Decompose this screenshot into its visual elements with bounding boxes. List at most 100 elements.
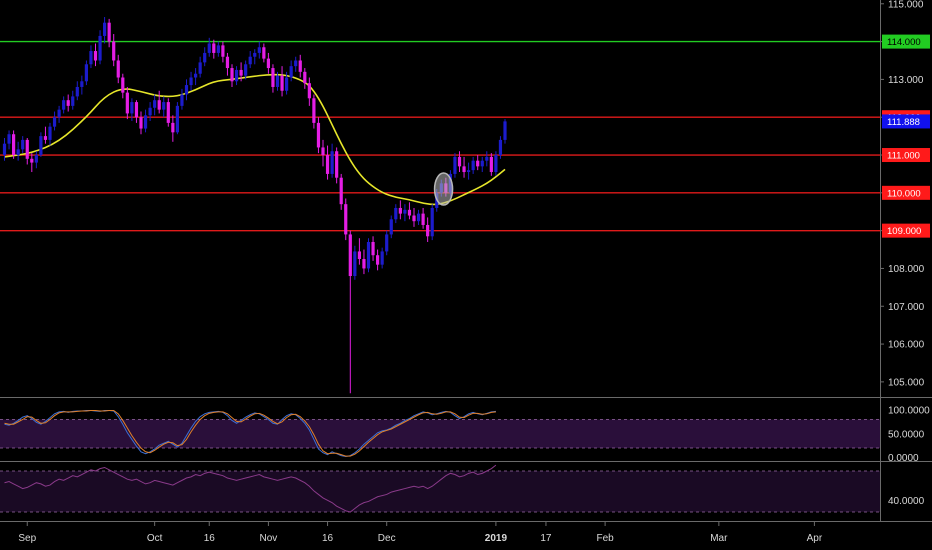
candle-body bbox=[366, 241, 371, 269]
candle bbox=[353, 245, 357, 280]
candle bbox=[121, 73, 125, 99]
stoch-tick-label: 50.0000 bbox=[888, 429, 925, 440]
candle bbox=[189, 71, 193, 91]
candle bbox=[21, 136, 25, 154]
candle-body bbox=[348, 234, 352, 277]
candle bbox=[180, 88, 184, 110]
candle bbox=[103, 17, 107, 44]
oscillator-panel[interactable] bbox=[0, 464, 880, 513]
candle bbox=[30, 153, 34, 173]
candle-body bbox=[394, 207, 398, 220]
candle-body bbox=[353, 251, 357, 277]
candle-body bbox=[430, 207, 434, 237]
candle-body bbox=[34, 155, 38, 163]
candle-body bbox=[412, 215, 416, 222]
oscillator-lines bbox=[0, 464, 880, 513]
candle bbox=[62, 96, 66, 114]
candle bbox=[194, 68, 198, 86]
candle-body bbox=[189, 77, 193, 86]
candle bbox=[139, 111, 143, 135]
time-tick-label: Nov bbox=[260, 533, 278, 544]
price-tick-label: 115.000 bbox=[888, 0, 924, 10]
last-price-tag-bg bbox=[882, 114, 930, 129]
candle-body bbox=[212, 43, 216, 53]
candle bbox=[157, 90, 161, 114]
candle bbox=[289, 60, 293, 82]
level-tag-0: 114.000 bbox=[882, 34, 930, 49]
candle-body bbox=[230, 68, 234, 82]
stochastic-band bbox=[0, 419, 880, 448]
candle bbox=[316, 117, 321, 154]
candle bbox=[467, 162, 471, 180]
candle bbox=[335, 147, 339, 184]
candle-body bbox=[175, 105, 179, 133]
candle-body bbox=[376, 255, 380, 265]
price-tick-label: 106.000 bbox=[888, 340, 925, 351]
candle-body bbox=[416, 213, 421, 222]
candle-body bbox=[257, 47, 261, 53]
candle bbox=[125, 86, 129, 120]
candle bbox=[321, 139, 325, 167]
candle-body bbox=[39, 136, 43, 156]
candle-body bbox=[216, 45, 220, 53]
candle-body bbox=[248, 56, 252, 65]
candle-body bbox=[307, 83, 311, 99]
level-tag-2: 111.000 bbox=[882, 148, 930, 163]
candle bbox=[303, 68, 307, 89]
candle bbox=[339, 173, 343, 210]
candle-body bbox=[139, 117, 143, 129]
candle bbox=[52, 111, 57, 131]
candle bbox=[371, 236, 375, 261]
candle-body bbox=[207, 43, 211, 53]
level-tag-2-bg bbox=[882, 148, 930, 163]
candle-body bbox=[494, 155, 498, 173]
candle-body bbox=[148, 107, 152, 116]
candle bbox=[462, 156, 466, 178]
candle-body bbox=[7, 134, 11, 144]
candle bbox=[171, 115, 175, 142]
candle-body bbox=[71, 96, 75, 106]
candle bbox=[257, 41, 261, 59]
price-panel[interactable] bbox=[0, 17, 880, 394]
stoch-tick-label: 0.0000 bbox=[888, 453, 919, 464]
candle-body bbox=[239, 69, 243, 76]
last-price-tag: 111.888 bbox=[882, 114, 930, 129]
candle bbox=[162, 96, 166, 118]
candle-body bbox=[285, 77, 289, 91]
last-price-tag-label: 111.888 bbox=[887, 117, 920, 128]
candle-body bbox=[57, 109, 61, 118]
candle-body bbox=[80, 81, 84, 87]
candle-body bbox=[262, 47, 266, 59]
candle bbox=[116, 54, 120, 84]
candle-body bbox=[407, 209, 412, 216]
candle bbox=[66, 94, 70, 112]
candle bbox=[248, 51, 252, 69]
candle bbox=[57, 105, 61, 123]
candle-body bbox=[162, 102, 166, 110]
candle bbox=[93, 43, 98, 67]
stochastic-panel[interactable] bbox=[0, 409, 880, 458]
candle-body bbox=[294, 60, 298, 67]
candle bbox=[471, 156, 475, 174]
time-axis[interactable]: Sep Oct 16 Nov 16 Dec 2019 17 Feb Mar Apr bbox=[18, 522, 823, 544]
candle bbox=[312, 94, 316, 129]
candle-body bbox=[330, 151, 334, 174]
candle-body bbox=[180, 94, 184, 106]
candle bbox=[275, 71, 280, 91]
candle bbox=[253, 49, 257, 65]
candle-body bbox=[344, 204, 348, 235]
candle-body bbox=[421, 213, 425, 225]
price-tags: 114.000112.000111.000110.000109.000111.8… bbox=[882, 34, 930, 238]
level-tag-3-bg bbox=[882, 185, 930, 200]
candle bbox=[366, 238, 371, 273]
price-tick-label: 108.000 bbox=[888, 264, 925, 275]
candle bbox=[498, 136, 503, 159]
candle bbox=[84, 60, 88, 86]
candle bbox=[389, 215, 393, 239]
candle-body bbox=[184, 85, 189, 95]
candle bbox=[184, 79, 189, 101]
candle-body bbox=[280, 75, 284, 91]
candle bbox=[385, 230, 389, 256]
level-tag-0-bg bbox=[882, 34, 930, 49]
